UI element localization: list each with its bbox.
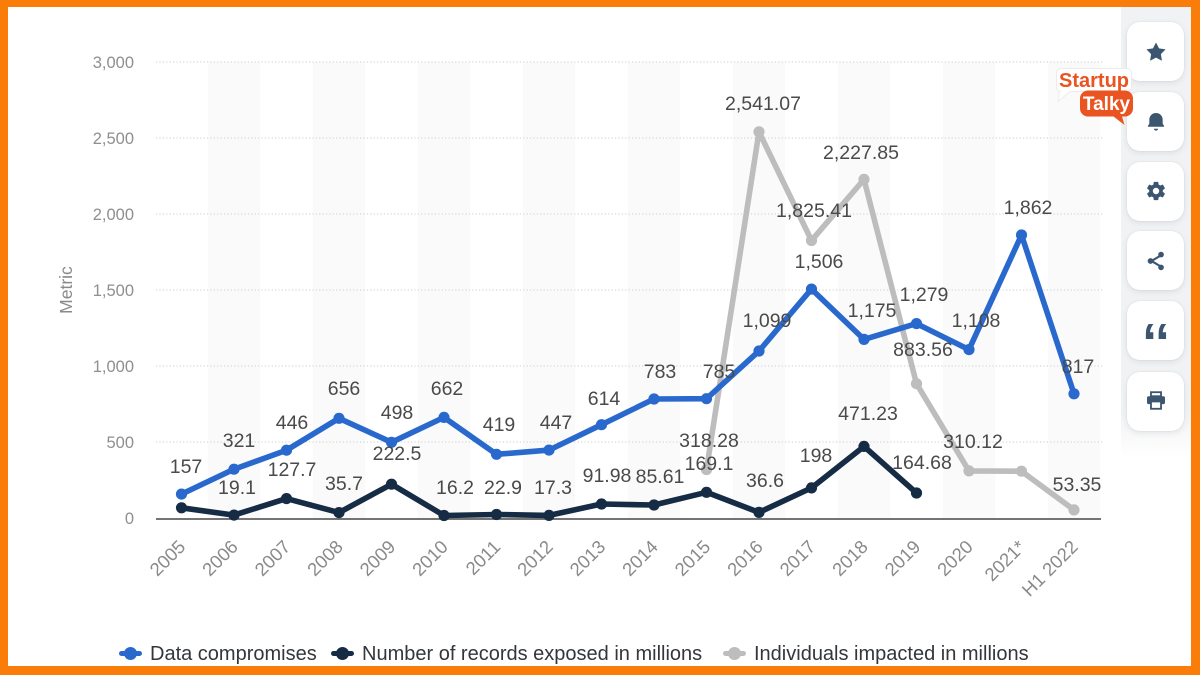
svg-text:2013: 2013: [565, 536, 609, 580]
svg-text:419: 419: [483, 414, 516, 436]
svg-text:446: 446: [276, 412, 309, 434]
svg-text:2017: 2017: [775, 536, 819, 580]
svg-text:2014: 2014: [618, 536, 662, 580]
svg-text:Number of records exposed in m: Number of records exposed in millions: [362, 643, 702, 665]
svg-text:Data compromises: Data compromises: [150, 643, 317, 665]
svg-text:Individuals impacted in millio: Individuals impacted in millions: [754, 643, 1029, 665]
svg-text:53.35: 53.35: [1053, 474, 1102, 496]
svg-text:16.2: 16.2: [436, 477, 474, 499]
svg-text:2012: 2012: [513, 536, 557, 580]
svg-text:1,506: 1,506: [795, 251, 844, 273]
svg-text:817: 817: [1062, 356, 1095, 378]
svg-text:169.1: 169.1: [685, 453, 734, 475]
svg-text:2021*: 2021*: [980, 536, 1029, 585]
svg-text:22.9: 22.9: [484, 477, 522, 499]
svg-text:2016: 2016: [723, 536, 767, 580]
svg-text:36.6: 36.6: [746, 470, 784, 492]
svg-text:2018: 2018: [828, 536, 872, 580]
svg-text:164.68: 164.68: [892, 452, 952, 474]
svg-text:1,279: 1,279: [900, 284, 949, 306]
svg-text:662: 662: [431, 378, 464, 400]
svg-text:783: 783: [644, 361, 677, 383]
svg-text:Startup: Startup: [1059, 70, 1129, 92]
svg-text:785: 785: [703, 361, 736, 383]
svg-text:0: 0: [125, 510, 134, 528]
svg-text:498: 498: [381, 402, 414, 424]
svg-text:127.7: 127.7: [268, 459, 317, 481]
svg-text:91.98: 91.98: [583, 465, 632, 487]
svg-text:222.5: 222.5: [373, 443, 422, 465]
svg-text:1,099: 1,099: [743, 310, 792, 332]
svg-text:614: 614: [588, 388, 621, 410]
svg-text:85.61: 85.61: [636, 466, 685, 488]
svg-text:2008: 2008: [303, 536, 347, 580]
svg-text:2,500: 2,500: [93, 130, 134, 148]
svg-text:3,000: 3,000: [93, 54, 134, 72]
svg-text:35.7: 35.7: [325, 473, 363, 495]
svg-text:500: 500: [106, 434, 134, 452]
svg-text:2,000: 2,000: [93, 206, 134, 224]
svg-text:H1 2022: H1 2022: [1018, 536, 1082, 600]
svg-text:2009: 2009: [355, 536, 399, 580]
svg-text:2020: 2020: [933, 536, 977, 580]
svg-text:2015: 2015: [670, 536, 714, 580]
svg-text:1,500: 1,500: [93, 282, 134, 300]
svg-text:2,227.85: 2,227.85: [823, 142, 899, 164]
svg-text:2019: 2019: [880, 536, 924, 580]
svg-text:1,000: 1,000: [93, 358, 134, 376]
svg-text:656: 656: [328, 378, 361, 400]
svg-text:447: 447: [540, 412, 573, 434]
svg-text:157: 157: [170, 456, 203, 478]
svg-text:Talky: Talky: [1083, 94, 1131, 115]
svg-text:17.3: 17.3: [534, 477, 572, 499]
svg-text:471.23: 471.23: [838, 403, 898, 425]
svg-text:318.28: 318.28: [679, 430, 739, 452]
svg-text:1,175: 1,175: [848, 300, 897, 322]
svg-text:‘‘: ‘‘: [1142, 313, 1170, 372]
svg-text:883.56: 883.56: [893, 339, 953, 361]
svg-text:198: 198: [800, 445, 833, 467]
svg-text:2011: 2011: [461, 536, 504, 579]
svg-text:2,541.07: 2,541.07: [725, 93, 801, 115]
svg-text:310.12: 310.12: [943, 431, 1003, 453]
svg-text:2007: 2007: [250, 536, 294, 580]
svg-text:2006: 2006: [198, 536, 242, 580]
svg-text:1,825.41: 1,825.41: [776, 200, 852, 222]
svg-text:2010: 2010: [408, 536, 452, 580]
svg-text:Metric: Metric: [56, 266, 76, 314]
svg-text:19.1: 19.1: [218, 477, 256, 499]
svg-text:1,108: 1,108: [952, 310, 1001, 332]
svg-text:321: 321: [223, 430, 256, 452]
svg-text:2005: 2005: [145, 536, 189, 580]
svg-text:1,862: 1,862: [1004, 197, 1053, 219]
